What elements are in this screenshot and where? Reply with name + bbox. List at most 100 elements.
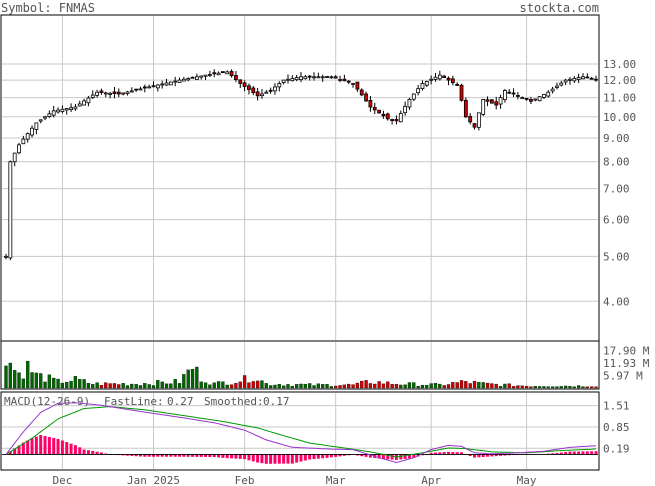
candle-body xyxy=(203,74,208,77)
candle-body xyxy=(329,76,334,79)
candle-body xyxy=(43,116,47,119)
volume-bar xyxy=(208,384,212,389)
macd-histogram-bar xyxy=(347,454,351,456)
volume-bar xyxy=(164,383,169,389)
candle xyxy=(450,75,455,86)
candle-body xyxy=(103,92,108,95)
candle xyxy=(424,80,429,88)
volume-bar xyxy=(86,383,91,389)
macd-histogram-bar xyxy=(234,454,238,459)
candle-body xyxy=(129,90,134,93)
candle-body xyxy=(155,84,160,89)
candle-body xyxy=(442,75,447,79)
macd-histogram-bar xyxy=(329,454,333,458)
candle xyxy=(446,76,451,86)
candle xyxy=(260,89,264,99)
candle-body xyxy=(12,152,17,163)
candle-body xyxy=(533,98,538,101)
candle-body xyxy=(186,78,191,81)
candle-body xyxy=(463,99,468,118)
volume-bar xyxy=(56,378,60,389)
volume-bar xyxy=(264,383,268,389)
macd-histogram-bar xyxy=(368,454,372,458)
volume-bar xyxy=(325,384,329,389)
candle xyxy=(468,113,473,125)
macd-tick-label: 1.51 xyxy=(603,400,630,413)
volume-bar xyxy=(299,383,303,389)
volume-bar xyxy=(485,382,490,389)
candle-body xyxy=(64,108,69,111)
candle-body xyxy=(472,123,477,128)
volume-bar xyxy=(203,382,208,389)
candle-body xyxy=(585,76,590,79)
candle xyxy=(364,91,368,103)
candle xyxy=(359,88,364,97)
price-axis-labels: 13.00 12.00 11.00 10.00 9.00 8.00 7.00 6.00 5.00… xyxy=(603,58,636,308)
macd-histogram-bar xyxy=(47,436,51,455)
macd-histogram-bar xyxy=(364,454,368,457)
volume-bar xyxy=(347,383,351,389)
candle-body xyxy=(372,107,377,111)
volume-bar xyxy=(199,381,203,389)
volume-bar xyxy=(251,381,255,389)
volume-bar xyxy=(112,383,117,389)
candle xyxy=(138,86,143,91)
candle xyxy=(95,89,100,98)
volume-bar xyxy=(78,379,82,389)
candle-body xyxy=(86,97,91,104)
candle xyxy=(542,93,546,100)
candle-body xyxy=(346,80,351,83)
volume-bar xyxy=(26,360,30,389)
volume-bar xyxy=(238,381,242,389)
symbol-label: Symbol: FNMAS xyxy=(1,1,95,15)
candle-body xyxy=(112,91,117,95)
volume-bar xyxy=(173,379,177,389)
candle-body xyxy=(424,80,429,86)
candle-body xyxy=(194,76,199,81)
volume-bar xyxy=(355,382,360,389)
macd-histogram xyxy=(2,435,598,464)
candle xyxy=(385,112,390,121)
candle-body xyxy=(199,75,204,78)
volume-bar xyxy=(446,384,451,389)
macd-histogram-bar xyxy=(13,448,17,455)
candle xyxy=(268,87,273,94)
candle xyxy=(420,80,425,91)
candle-body xyxy=(173,80,178,83)
candle-body xyxy=(134,88,139,91)
volume-bar xyxy=(95,382,99,389)
macd-histogram-bar xyxy=(386,454,390,460)
candle-body xyxy=(485,99,490,102)
price-tick-label: 8.00 xyxy=(603,156,630,169)
candle-body xyxy=(4,255,8,258)
volume-bar xyxy=(39,373,43,389)
candle-body xyxy=(221,71,225,74)
candle xyxy=(116,88,121,98)
candle-body xyxy=(177,79,182,83)
macd-histogram-bar xyxy=(564,452,568,455)
volume-bar xyxy=(277,384,281,389)
macd-histogram-bar xyxy=(399,454,403,460)
macd-histogram-bar xyxy=(490,454,494,457)
volume-bar xyxy=(91,384,95,389)
volume-bar xyxy=(156,380,160,389)
candle xyxy=(225,70,230,75)
candle-body xyxy=(537,96,542,102)
volume-bar xyxy=(255,380,260,389)
candle xyxy=(546,90,551,98)
volume-bar xyxy=(242,375,247,389)
macd-histogram-bar xyxy=(43,436,47,455)
volume-bar xyxy=(455,382,459,389)
candle-body xyxy=(312,76,316,79)
candle xyxy=(377,109,381,114)
volume-bar xyxy=(229,384,234,389)
candle-body xyxy=(594,78,598,81)
candlestick-series xyxy=(4,69,598,261)
macd-histogram-bar xyxy=(581,451,585,455)
candle xyxy=(73,103,78,111)
site-name[interactable]: stockta.com xyxy=(520,1,599,15)
candle-body xyxy=(60,108,65,112)
candle xyxy=(502,88,507,103)
volume-bar xyxy=(416,386,420,389)
candle xyxy=(455,82,460,86)
